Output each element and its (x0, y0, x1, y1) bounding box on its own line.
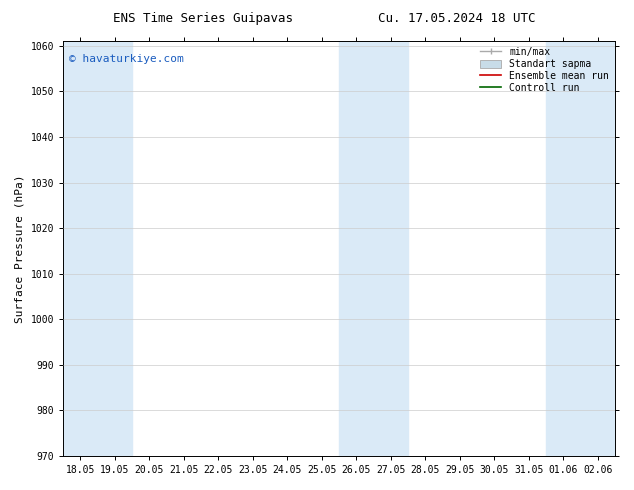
Bar (339, 41, 408, 456)
Text: Cu. 17.05.2024 18 UTC: Cu. 17.05.2024 18 UTC (378, 12, 535, 25)
Bar (546, 41, 615, 456)
Legend: min/max, Standart sapma, Ensemble mean run, Controll run: min/max, Standart sapma, Ensemble mean r… (476, 43, 613, 97)
Text: ENS Time Series Guipavas: ENS Time Series Guipavas (113, 12, 293, 25)
Bar (63, 41, 132, 456)
Y-axis label: Surface Pressure (hPa): Surface Pressure (hPa) (15, 174, 25, 323)
Text: © havaturkiye.com: © havaturkiye.com (68, 54, 183, 64)
